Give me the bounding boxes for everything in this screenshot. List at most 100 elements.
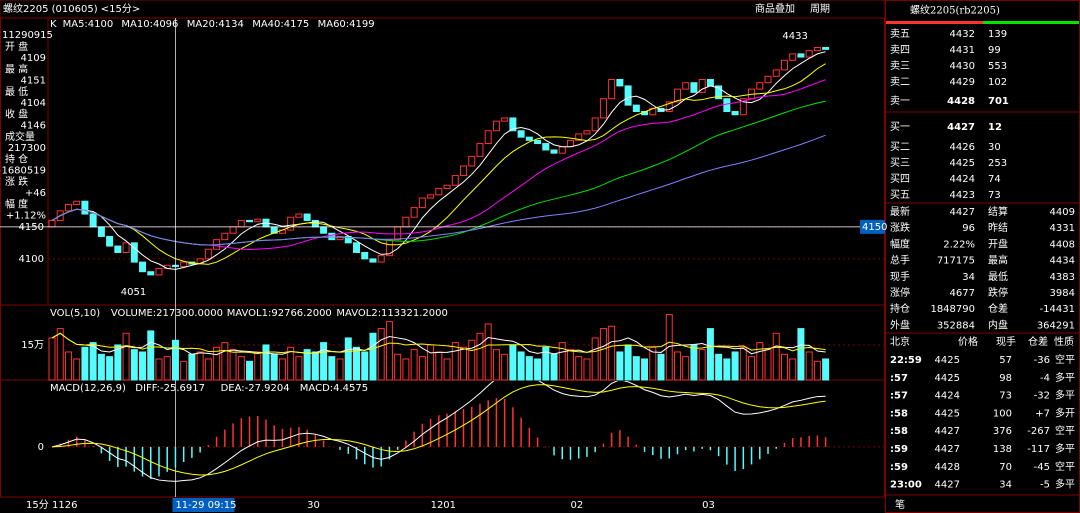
- info-value: 217300: [8, 143, 46, 154]
- info-label: 开 盘: [5, 40, 28, 53]
- volume-bar: [805, 351, 813, 381]
- info-label: 最 高: [5, 63, 28, 76]
- macd-legend: MACD(12,26,9): [50, 383, 126, 394]
- stat-value: 364291: [1037, 320, 1075, 331]
- candle: [229, 226, 237, 234]
- volume-bar: [81, 346, 89, 381]
- stat-value: 4427: [950, 207, 975, 218]
- button[interactable]: 商品叠加: [755, 2, 795, 15]
- bar-red: [886, 21, 983, 24]
- legend-entry: MA10:4096: [121, 19, 178, 30]
- candle: [715, 85, 723, 100]
- x-label: 15分: [26, 499, 49, 511]
- panel-title: 螺纹2205(rb2205): [910, 4, 1000, 17]
- stat-label: 最低: [988, 270, 1008, 283]
- stat-label: 持仓: [890, 302, 910, 315]
- trade-diff: -36: [1034, 355, 1050, 366]
- candle: [632, 104, 640, 113]
- book-label: 买五: [890, 189, 910, 201]
- book-label: 卖四: [890, 44, 910, 56]
- trade-volume: 34: [999, 480, 1012, 491]
- stat-label: 外盘: [890, 318, 910, 331]
- candle: [723, 98, 731, 113]
- candle: [575, 133, 583, 141]
- candle: [73, 200, 81, 205]
- trade-price: 4425: [935, 373, 960, 384]
- trade-diff: -45: [1034, 462, 1050, 473]
- stat-value: 352884: [937, 320, 975, 331]
- book-volume: 74: [988, 174, 1001, 185]
- book-price: 4423: [950, 190, 975, 201]
- y-tick-label: 4150: [19, 222, 44, 233]
- volume-bar: [344, 337, 352, 381]
- book-label: 卖二: [890, 76, 910, 88]
- candle: [418, 197, 426, 209]
- candle: [665, 101, 673, 113]
- volume-bar: [706, 328, 714, 381]
- volume-bar: [410, 349, 418, 381]
- candle: [476, 143, 484, 157]
- trade-diff: -5: [1040, 480, 1050, 491]
- stat-label: 幅度: [890, 237, 910, 250]
- footer-tab[interactable]: 笔: [895, 498, 905, 511]
- stat-label: 最新: [890, 205, 910, 218]
- volume-bar: [114, 344, 122, 381]
- stat-label: 总手: [890, 254, 910, 267]
- volume-bar: [731, 351, 739, 381]
- book-price: 4431: [950, 45, 975, 56]
- trade-volume: 57: [999, 355, 1012, 366]
- x-label: 1126: [52, 500, 77, 511]
- trade-time: 23:00: [890, 480, 922, 491]
- stat-value: 4434: [1050, 256, 1075, 267]
- volume-bar: [64, 351, 72, 381]
- x-label: 11-29 09:15: [175, 500, 236, 511]
- x-label: 03: [702, 500, 715, 511]
- stat-label: 跌停: [988, 286, 1008, 299]
- candle: [147, 271, 155, 276]
- candle: [394, 226, 402, 241]
- candle: [361, 251, 369, 260]
- trade-price: 4427: [935, 480, 960, 491]
- candle: [599, 98, 607, 119]
- volume-bar: [311, 351, 319, 381]
- volume-bar: [336, 358, 344, 381]
- table-header: 仓差: [1028, 335, 1048, 348]
- volume-bar: [484, 323, 492, 381]
- button[interactable]: 周期: [810, 3, 830, 15]
- table-header: 北京: [890, 335, 910, 348]
- candle: [369, 258, 377, 263]
- volume-bar: [237, 356, 245, 381]
- trade-volume: 100: [993, 408, 1012, 419]
- low-label: 4051: [121, 287, 146, 298]
- trade-diff: -32: [1034, 391, 1050, 402]
- volume-bar: [550, 353, 558, 381]
- volume-bar: [427, 344, 435, 381]
- trade-time: :59: [890, 444, 908, 455]
- book-label: 卖一: [890, 95, 910, 107]
- candle: [64, 203, 72, 212]
- volume-bar: [492, 349, 500, 381]
- stat-label: 内盘: [988, 318, 1008, 331]
- trade-price: 4428: [935, 462, 960, 473]
- stat-value: 96: [962, 223, 975, 234]
- candle: [97, 226, 105, 237]
- book-price: 4425: [950, 158, 975, 169]
- candle: [460, 165, 467, 177]
- book-label: 卖五: [890, 28, 910, 40]
- volume-bar: [460, 346, 467, 381]
- candle: [805, 50, 813, 58]
- candle: [377, 255, 385, 263]
- info-value: +46: [25, 188, 46, 199]
- candle: [608, 79, 616, 100]
- volume-bar: [682, 356, 690, 381]
- candle: [204, 248, 212, 260]
- volume-bar: [171, 339, 179, 381]
- volume-bar: [418, 356, 426, 381]
- trade-kind: 多开: [1055, 406, 1075, 419]
- info-label: 幅 度: [5, 198, 28, 211]
- info-label: 持 仓: [5, 153, 28, 166]
- trade-time: :57: [890, 373, 908, 384]
- volume-bar: [402, 358, 410, 381]
- candle: [682, 82, 690, 90]
